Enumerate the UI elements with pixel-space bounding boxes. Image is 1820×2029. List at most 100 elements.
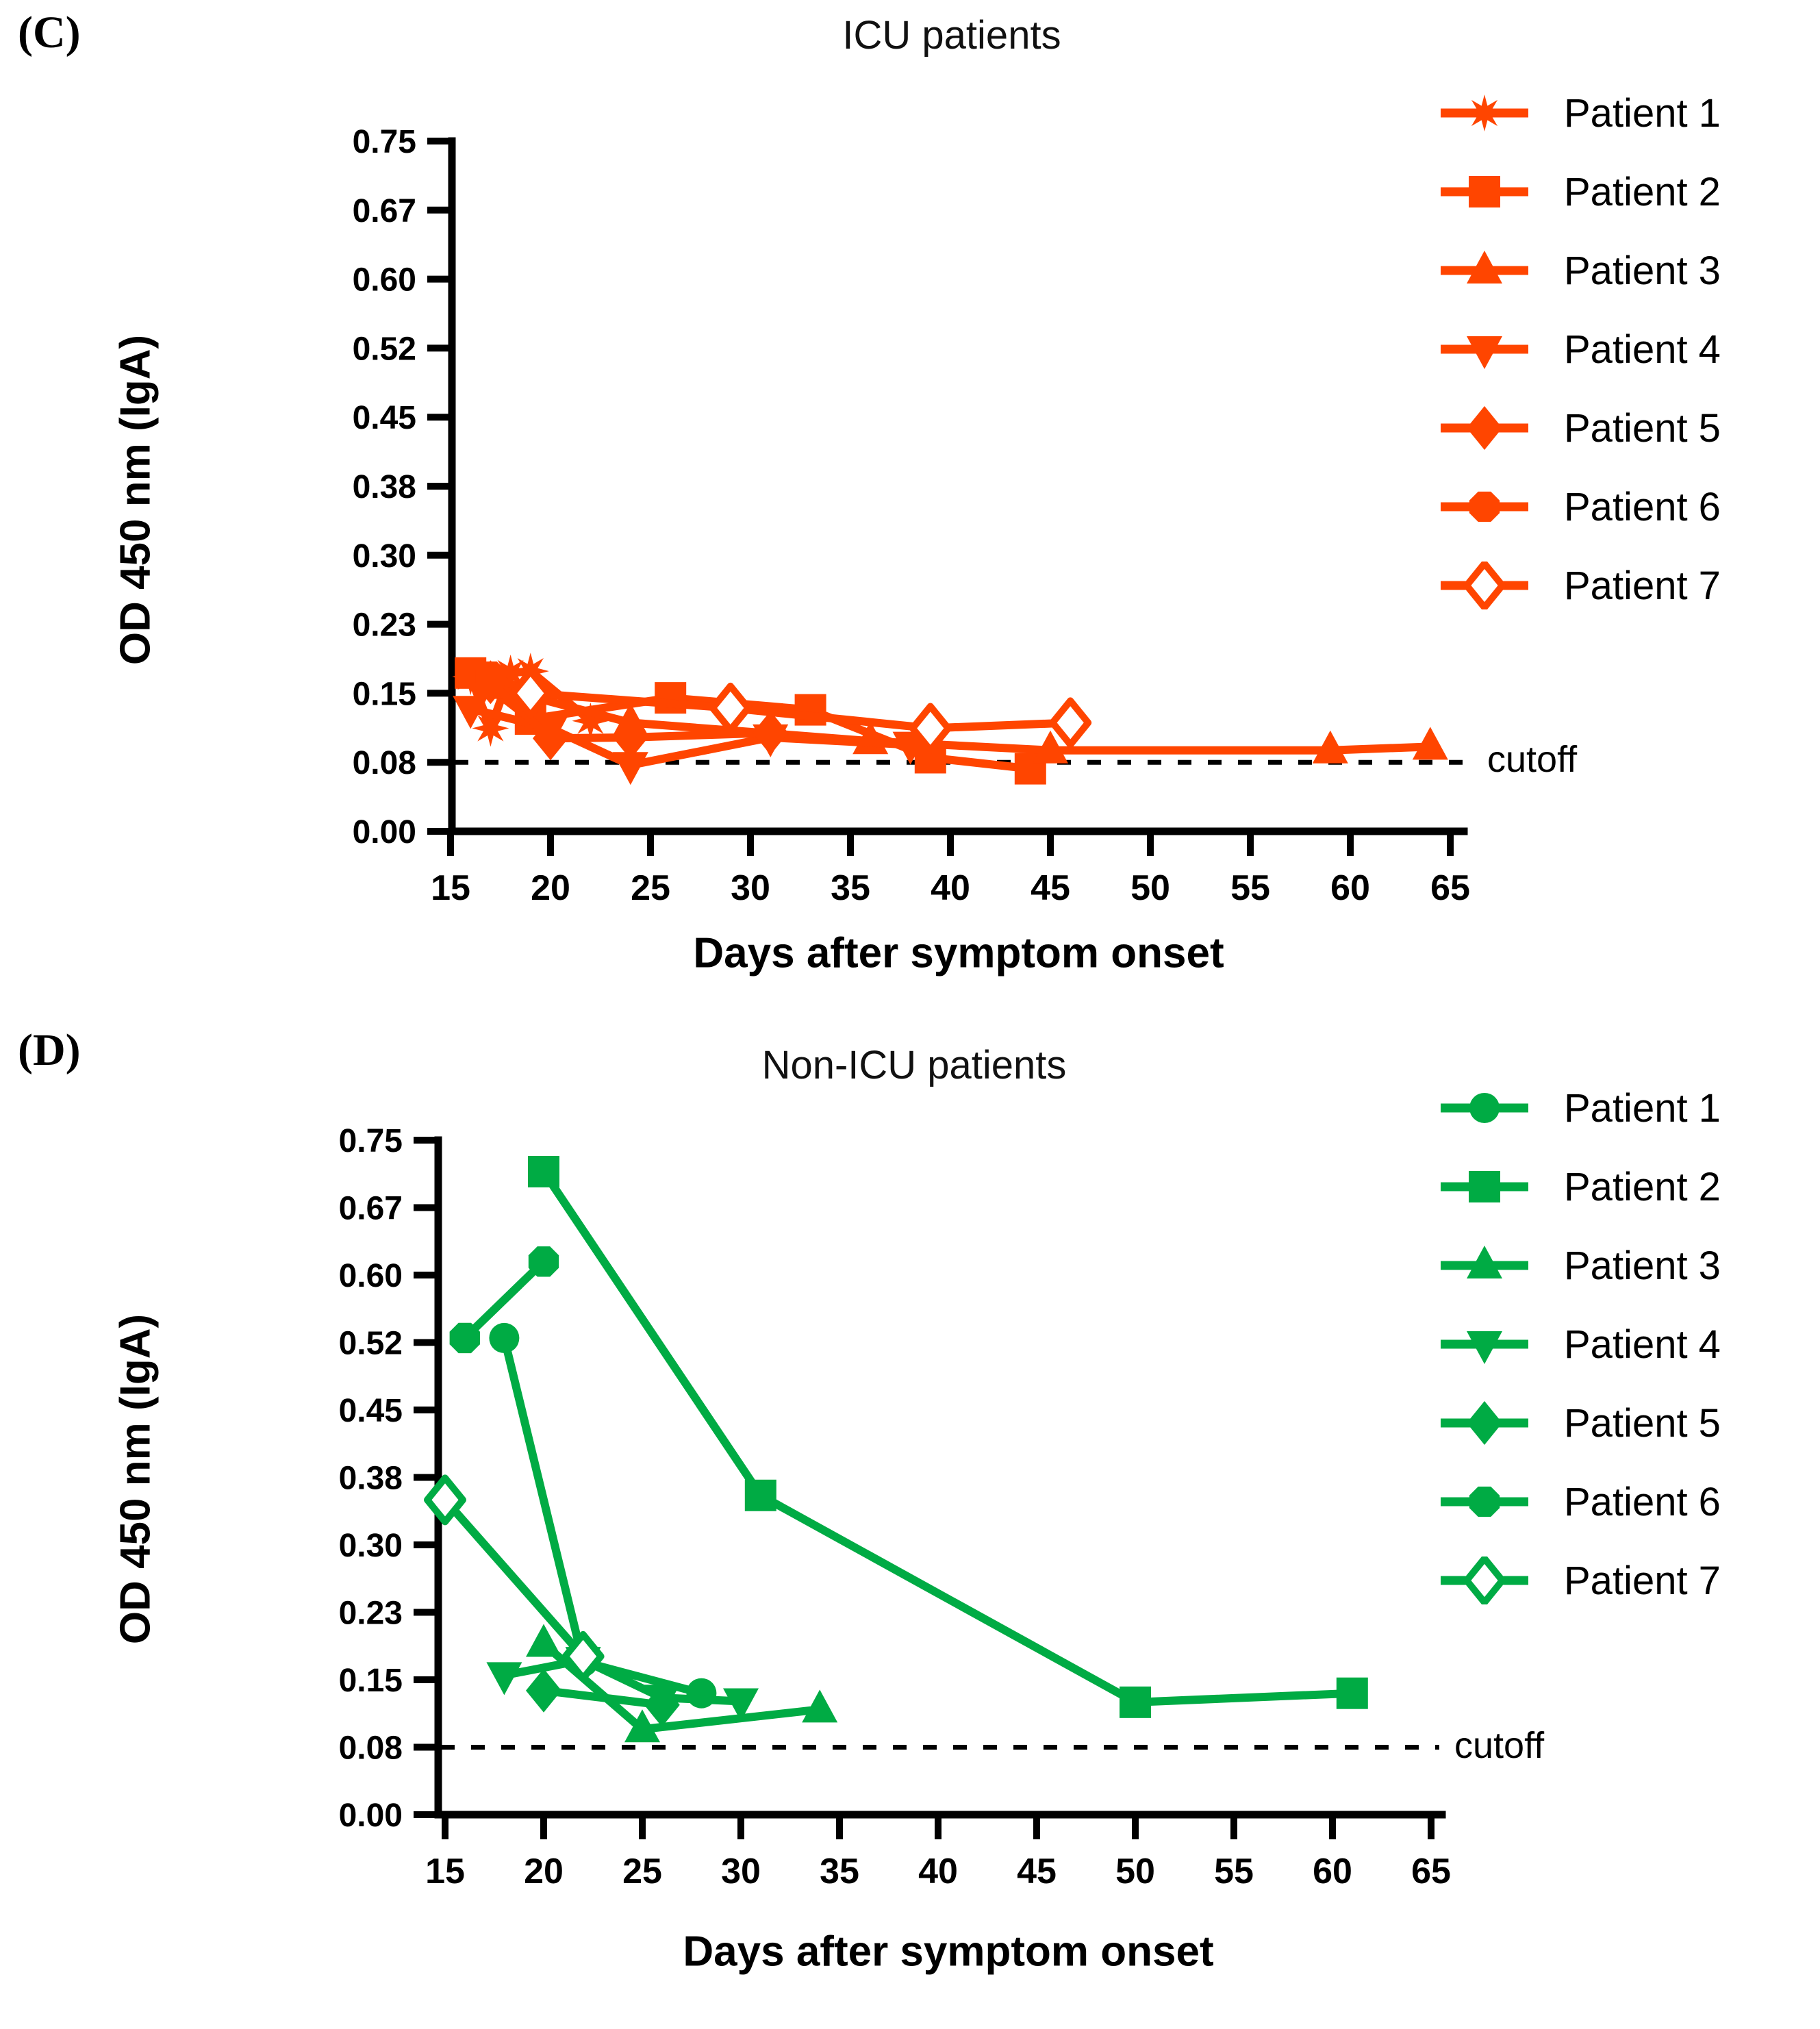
x-axis-title-non-icu: Days after symptom onset	[683, 1928, 1214, 1976]
diamond-marker	[753, 711, 789, 755]
square-marker	[1120, 1686, 1151, 1718]
triup-icon	[1467, 1246, 1502, 1278]
square-marker	[744, 1479, 776, 1511]
legend-item-patient-5: Patient 5	[1437, 1399, 1721, 1447]
circle-marker	[489, 1322, 520, 1353]
legend-item-patient-1: Patient 1	[1437, 89, 1721, 137]
tridown-legend-icon	[1441, 1331, 1528, 1364]
diamondOpen-marker	[909, 703, 952, 754]
legend-item-patient-2: Patient 2	[1437, 168, 1721, 216]
diamondOpen-marker	[709, 682, 752, 733]
cutoff-label-icu: cutoff	[1487, 738, 1578, 780]
legend-label: Patient 5	[1564, 1400, 1721, 1446]
y-tick-label: 0.52	[353, 331, 416, 367]
diamondOpen-marker	[561, 1630, 605, 1682]
series-patient-3	[472, 666, 1448, 764]
legend-label: Patient 7	[1564, 563, 1721, 608]
legend-label: Patient 5	[1564, 405, 1721, 451]
y-tick-label: 0.45	[339, 1393, 403, 1429]
y-axis-title-icu: OD 450 nm (IgA)	[112, 334, 160, 666]
diamond-marker	[644, 1683, 680, 1727]
hexagon-legend-icon	[1441, 491, 1528, 522]
x-tick-label: 20	[531, 868, 570, 908]
star-legend-icon	[1441, 94, 1528, 131]
x-tick-label: 50	[1115, 1852, 1155, 1891]
y-tick-label: 0.67	[353, 193, 416, 229]
triup-legend-icon	[1441, 251, 1528, 283]
legend-item-patient-6: Patient 6	[1437, 483, 1721, 531]
x-tick-label: 25	[622, 1852, 662, 1891]
legend-label: Patient 3	[1564, 1243, 1721, 1288]
tridown-marker	[486, 1662, 522, 1696]
diamond-marker	[526, 1668, 561, 1713]
x-axis-title-icu: Days after symptom onset	[693, 929, 1224, 977]
series-patient-5	[526, 1668, 680, 1727]
legend-label: Patient 6	[1564, 484, 1721, 529]
y-tick-label: 0.60	[353, 262, 416, 299]
x-tick-label: 15	[431, 868, 470, 908]
y-tick-label: 0.75	[339, 1123, 403, 1159]
diamond-marker	[612, 715, 648, 759]
triup-marker	[1312, 730, 1348, 764]
legend-label: Patient 2	[1564, 169, 1721, 214]
x-tick-label: 40	[931, 868, 970, 908]
diamondOpen-marker	[1049, 697, 1092, 748]
legend-item-patient-6: Patient 6	[1437, 1478, 1721, 1526]
y-tick-label: 0.38	[353, 469, 416, 505]
x-tick-label: 65	[1411, 1852, 1451, 1891]
triup-marker	[1412, 727, 1448, 760]
square-icon	[1469, 1171, 1500, 1202]
tridown-marker	[723, 1688, 759, 1722]
square-marker	[1336, 1677, 1368, 1709]
x-tick-label: 30	[731, 868, 770, 908]
y-tick-label: 0.00	[353, 814, 416, 850]
diamondOpen-legend-icon	[1441, 562, 1528, 609]
cutoff-label-non-icu: cutoff	[1454, 1724, 1545, 1766]
y-tick-label: 0.60	[339, 1258, 403, 1294]
series-patient-6	[449, 1246, 559, 1354]
diamondOpen-legend-icon	[1441, 1557, 1528, 1604]
diamondOpen-marker	[424, 1474, 466, 1526]
series-patient-7	[424, 1474, 605, 1682]
y-tick-label: 0.45	[353, 400, 416, 436]
legend-item-patient-3: Patient 3	[1437, 1242, 1721, 1289]
chart-icu: 0.00 0.08 0.15 0.23 0.30 0.38 0.45 0.52 0.60 0.67…	[353, 124, 1472, 908]
y-tick-label: 0.75	[353, 124, 416, 160]
y-tick-label: 0.30	[339, 1528, 403, 1564]
y-tick-label: 0.23	[353, 607, 416, 644]
y-tick-label: 0.38	[339, 1461, 403, 1497]
circle-legend-icon	[1441, 1093, 1528, 1123]
x-tick-label: 35	[831, 868, 870, 908]
x-tick-label: 55	[1214, 1852, 1254, 1891]
diamond-legend-icon	[1441, 1401, 1528, 1445]
chart-title-icu: ICU patients	[842, 13, 1061, 58]
y-axis-title-non-icu: OD 450 nm (IgA)	[112, 1313, 160, 1645]
y-tick-label: 0.15	[339, 1663, 403, 1699]
hexagon-icon	[1469, 491, 1500, 522]
triup-legend-icon	[1441, 1246, 1528, 1278]
y-tick-label: 0.15	[353, 676, 416, 712]
legend-label: Patient 7	[1564, 1558, 1721, 1603]
tridown-marker	[453, 696, 489, 729]
series-patient-7	[509, 668, 1092, 754]
hexagon-marker	[449, 1322, 480, 1354]
panel-label-d: (D)	[18, 1025, 81, 1075]
legend-item-patient-2: Patient 2	[1437, 1163, 1721, 1211]
x-tick-label: 40	[918, 1852, 958, 1891]
chart-title-non-icu: Non-ICU patients	[761, 1043, 1067, 1087]
square-icon	[1469, 176, 1500, 207]
y-tick-label: 0.08	[353, 745, 416, 781]
legend-label: Patient 1	[1564, 90, 1721, 136]
x-tick-label: 45	[1031, 868, 1070, 908]
y-tick-label: 0.00	[339, 1798, 403, 1834]
series-patient-2	[528, 1155, 1368, 1718]
x-tick-label: 35	[820, 1852, 859, 1891]
x-tick-label: 55	[1230, 868, 1270, 908]
x-tick-label: 30	[721, 1852, 761, 1891]
y-tick-label: 0.52	[339, 1326, 403, 1362]
diamond-icon	[1467, 406, 1502, 450]
star-icon	[1466, 94, 1503, 131]
legend-item-patient-3: Patient 3	[1437, 247, 1721, 294]
